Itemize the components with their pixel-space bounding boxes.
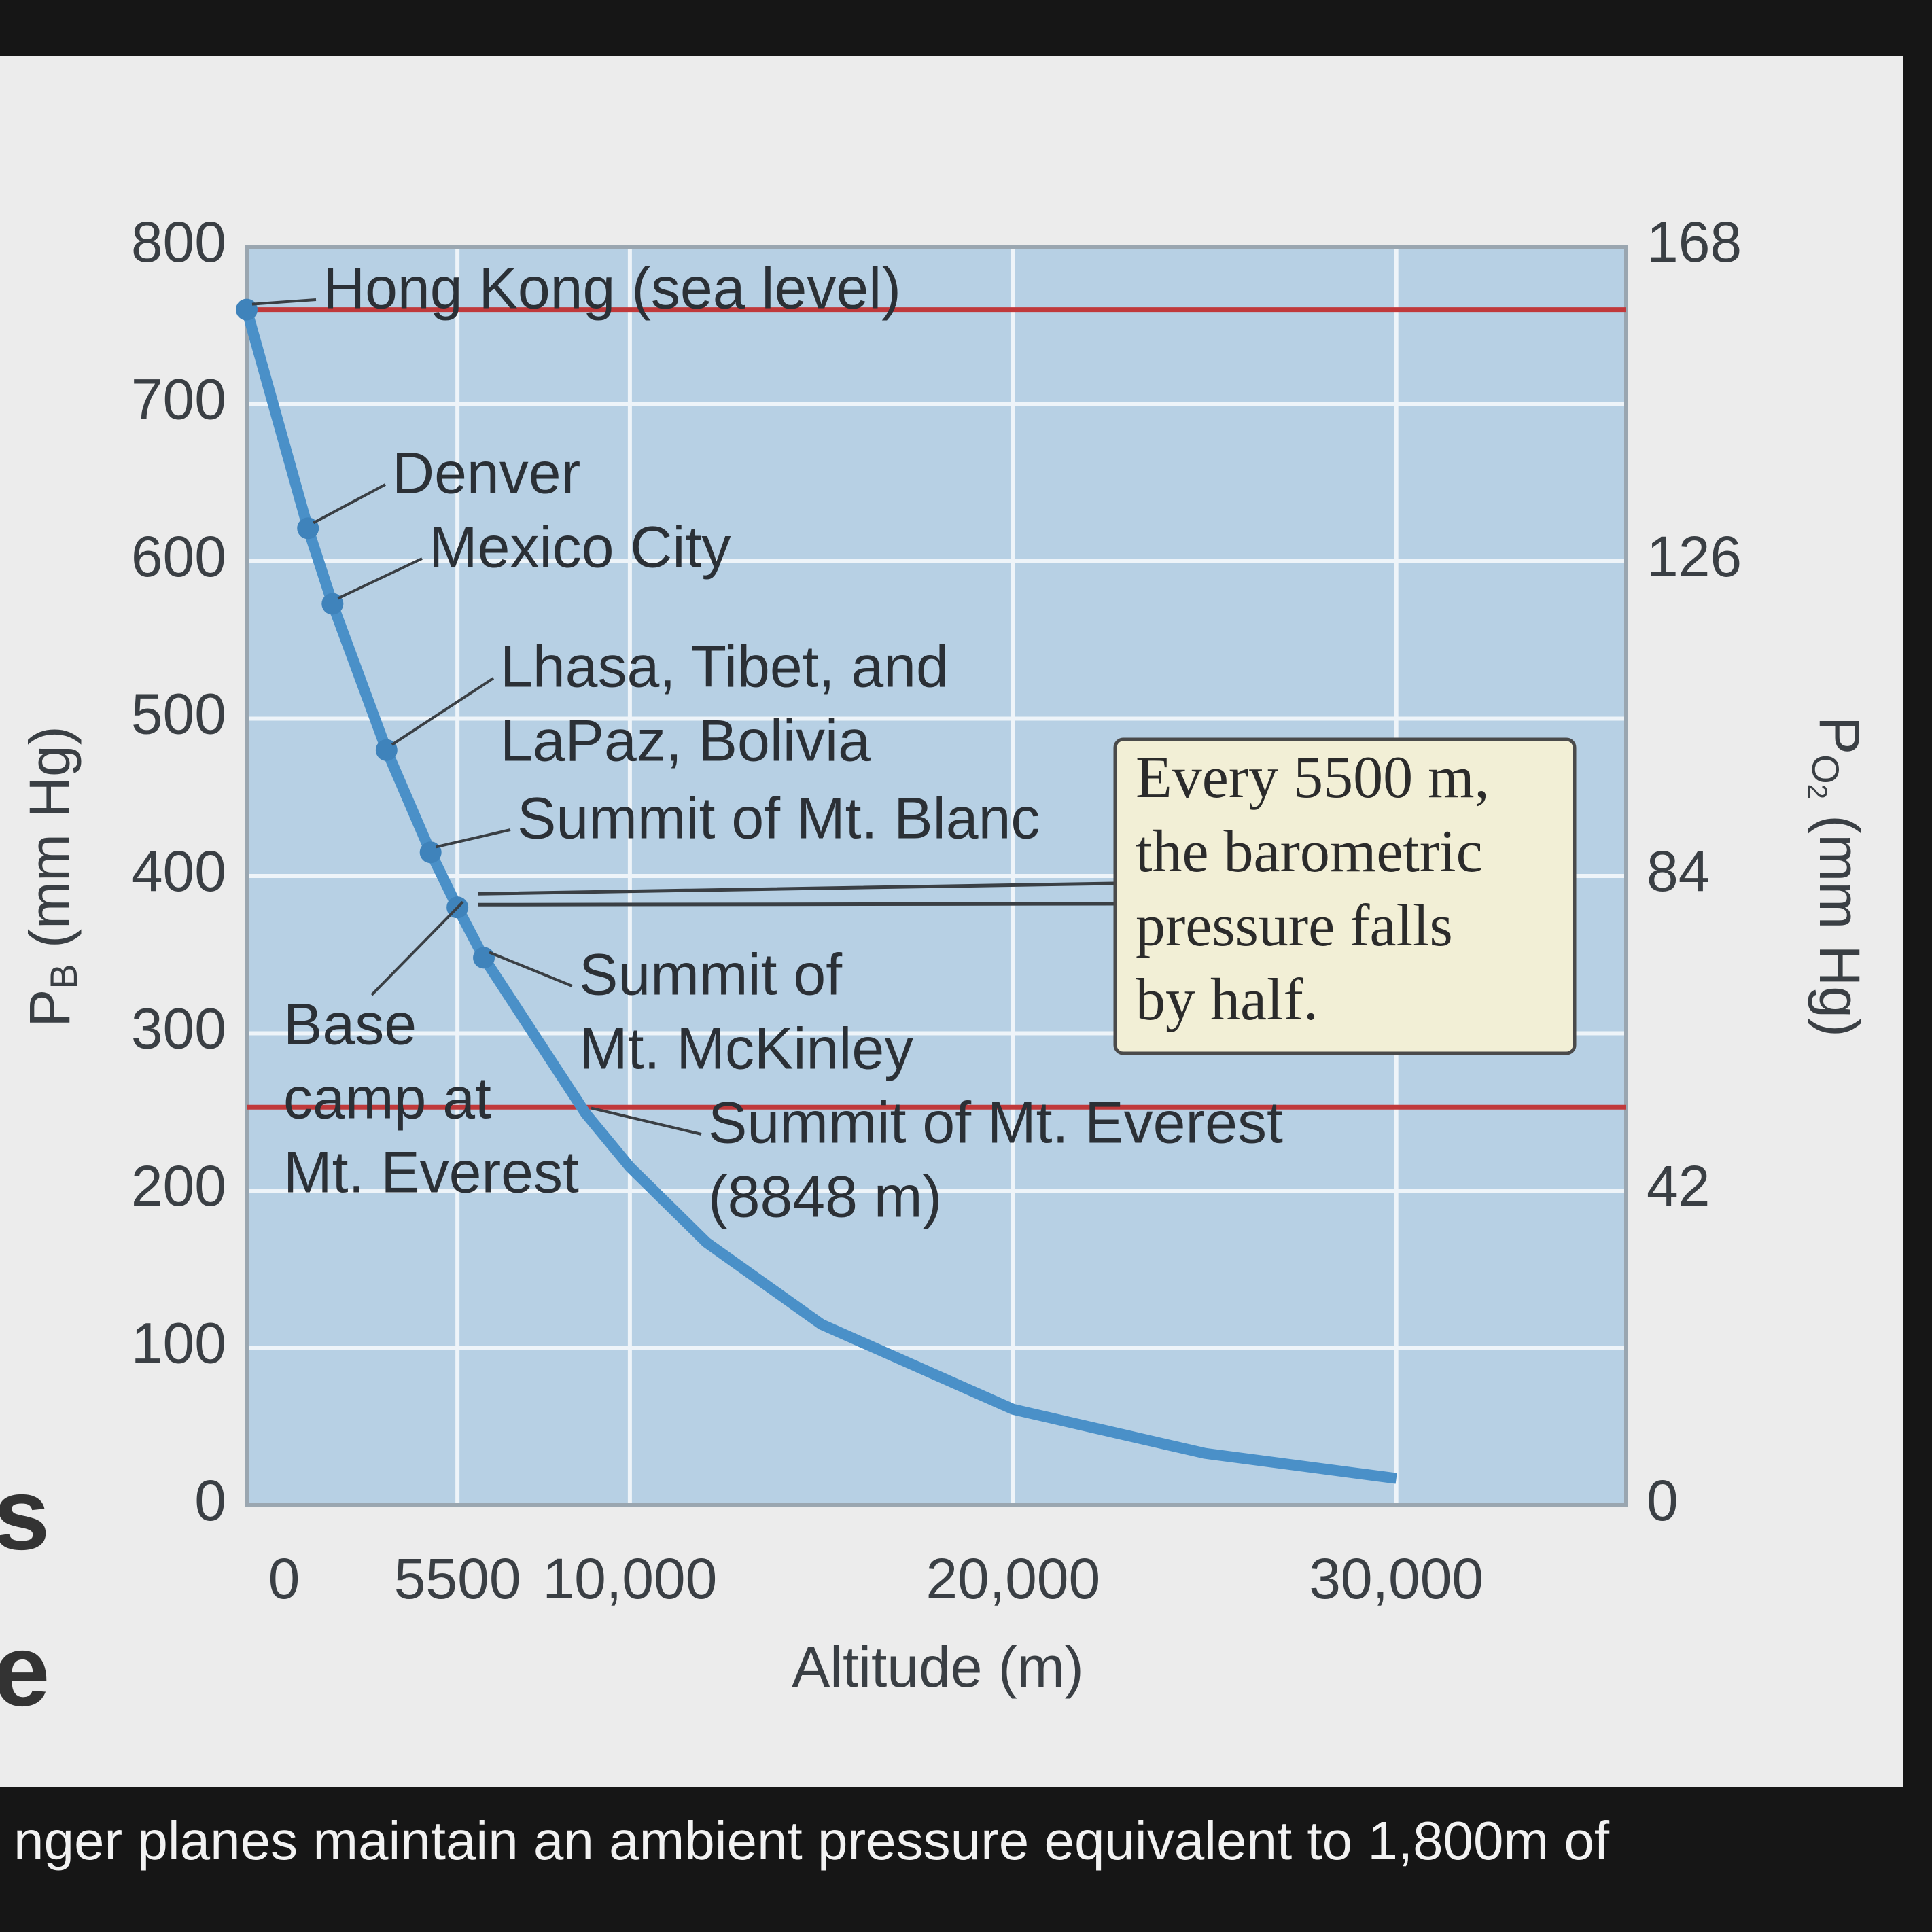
annotation-text: Mexico City — [429, 515, 731, 580]
x-tick-label: 20,000 — [926, 1547, 1100, 1611]
y-tick-label: 600 — [131, 525, 226, 589]
annotation-text: (8848 m) — [708, 1165, 942, 1230]
data-point — [473, 947, 495, 969]
note-text: by half. — [1136, 967, 1318, 1033]
y-label-sub: B — [42, 964, 85, 989]
y-tick-label: 400 — [131, 839, 226, 903]
screen-caption: nger planes maintain an ambient pressure… — [14, 1810, 1610, 1871]
annotation-text: Hong Kong (sea level) — [323, 256, 901, 321]
x-tick-label: 10,000 — [542, 1547, 717, 1611]
data-point — [236, 298, 258, 321]
annotation-text: Summit of — [579, 943, 843, 1008]
annotation-text: Mt. Everest — [283, 1140, 579, 1206]
note-text: the barometric — [1136, 819, 1483, 885]
x-tick-label: 30,000 — [1309, 1547, 1483, 1611]
annotation-text: Mt. McKinley — [579, 1017, 913, 1082]
data-line — [241, 308, 1397, 1484]
plot-frame — [245, 245, 1628, 1507]
annotation-text: Base — [283, 992, 417, 1057]
note-pointer — [478, 881, 1116, 907]
y-tick-label: 100 — [131, 1312, 226, 1375]
y-tick-label: 800 — [131, 210, 226, 274]
note-text: pressure falls — [1136, 893, 1453, 959]
y2-tick-label: 0 — [1647, 1469, 1679, 1532]
leader-line — [391, 677, 495, 746]
y-tick-label: 200 — [131, 1154, 226, 1218]
annotation-text: LaPaz, Bolivia — [500, 709, 871, 774]
annotation-text: Lhasa, Tibet, and — [500, 635, 949, 700]
side-letter: e — [0, 1613, 50, 1727]
annotation-text: Summit of Mt. Blanc — [517, 786, 1040, 851]
annotation-text: Denver — [392, 441, 580, 506]
leader-line — [489, 951, 573, 987]
side-letter: s — [0, 1457, 50, 1571]
leader-line — [251, 298, 317, 306]
y-tick-label: 300 — [131, 997, 226, 1061]
x-tick-label: 5500 — [394, 1547, 521, 1611]
data-point — [419, 841, 442, 864]
y2-label-subsub: 2 — [1802, 784, 1832, 799]
y2-label-main: P — [1808, 716, 1872, 754]
note-text: Every 5500 m, — [1136, 745, 1490, 811]
y-tick-label: 0 — [194, 1469, 226, 1532]
y2-label-sub: O — [1804, 754, 1847, 784]
leader-line — [370, 900, 464, 996]
y2-tick-label: 42 — [1647, 1154, 1710, 1218]
y-label-rest: (mm Hg) — [18, 726, 82, 964]
y2-tick-label: 126 — [1647, 525, 1742, 589]
x-axis-label: Altitude (m) — [792, 1635, 1083, 1699]
y-axis-label: PB (mm Hg) — [18, 726, 85, 1027]
y2-tick-label: 84 — [1647, 839, 1710, 903]
y2-label-rest: (mm Hg) — [1808, 799, 1872, 1037]
annotation-text: camp at — [283, 1066, 491, 1131]
y-tick-label: 700 — [131, 368, 226, 432]
annotation-text: Summit of Mt. Everest — [708, 1091, 1283, 1156]
leader-line — [337, 557, 423, 600]
y2-tick-label: 168 — [1647, 210, 1742, 274]
y-tick-label: 500 — [131, 682, 226, 746]
leader-line — [591, 1106, 702, 1136]
note-box — [1113, 737, 1577, 1055]
x-tick-label: 0 — [268, 1547, 300, 1611]
leader-line — [313, 483, 386, 525]
leader-line — [436, 828, 511, 849]
y-label-main: P — [18, 989, 82, 1028]
y2-axis-label: PO2 (mm Hg) — [1802, 716, 1871, 1037]
